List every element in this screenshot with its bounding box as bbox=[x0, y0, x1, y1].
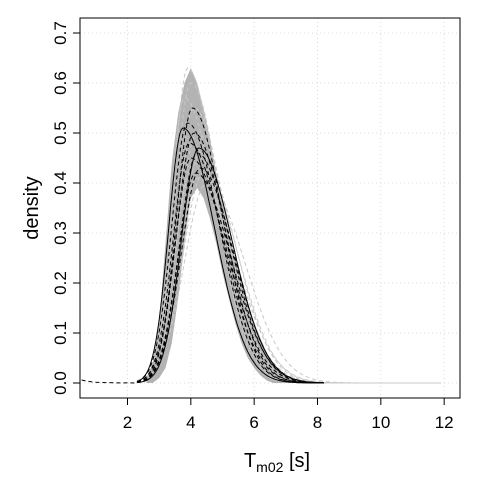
x-axis-title-unit: [s] bbox=[283, 450, 310, 472]
black-solid-line bbox=[136, 147, 324, 384]
black-dashed-line bbox=[136, 142, 324, 384]
grey-series-line bbox=[136, 182, 441, 384]
y-tick-label: 0.6 bbox=[51, 71, 70, 95]
y-tick-label: 0.1 bbox=[51, 321, 70, 345]
black-series bbox=[81, 107, 324, 384]
x-axis-title-main: T bbox=[244, 450, 256, 472]
x-tick-label: 8 bbox=[313, 413, 322, 432]
x-axis-title-subscript: m02 bbox=[256, 459, 283, 475]
x-tick-label: 12 bbox=[435, 413, 454, 432]
y-tick-label: 0.3 bbox=[51, 221, 70, 245]
black-dashed-line bbox=[136, 157, 324, 384]
y-tick-label: 0.2 bbox=[51, 271, 70, 295]
x-axis-title: Tm02 [s] bbox=[244, 450, 310, 475]
y-tick-label: 0.5 bbox=[51, 121, 70, 145]
black-dashed-line bbox=[136, 122, 324, 384]
x-tick-label: 10 bbox=[371, 413, 390, 432]
x-tick-label: 4 bbox=[186, 413, 195, 432]
y-axis-title: density bbox=[21, 176, 43, 239]
x-tick-label: 6 bbox=[249, 413, 258, 432]
y-tick-label: 0.7 bbox=[51, 21, 70, 45]
black-dashed-line bbox=[136, 172, 324, 384]
y-tick-label: 0.0 bbox=[51, 371, 70, 395]
grey-series-line bbox=[136, 172, 441, 384]
black-dashed-line bbox=[136, 167, 324, 384]
black-dashed-line bbox=[136, 152, 324, 384]
x-tick-label: 2 bbox=[123, 413, 132, 432]
y-axis-ticks: 0.0 0.1 0.2 0.3 0.4 0.5 0.6 0.7 bbox=[51, 21, 80, 395]
plot-frame bbox=[79, 17, 461, 399]
x-axis-ticks: 2 4 6 8 10 12 bbox=[123, 398, 454, 432]
black-tail-line bbox=[81, 379, 138, 384]
y-tick-label: 0.4 bbox=[51, 171, 70, 195]
grid-lines bbox=[80, 18, 460, 398]
